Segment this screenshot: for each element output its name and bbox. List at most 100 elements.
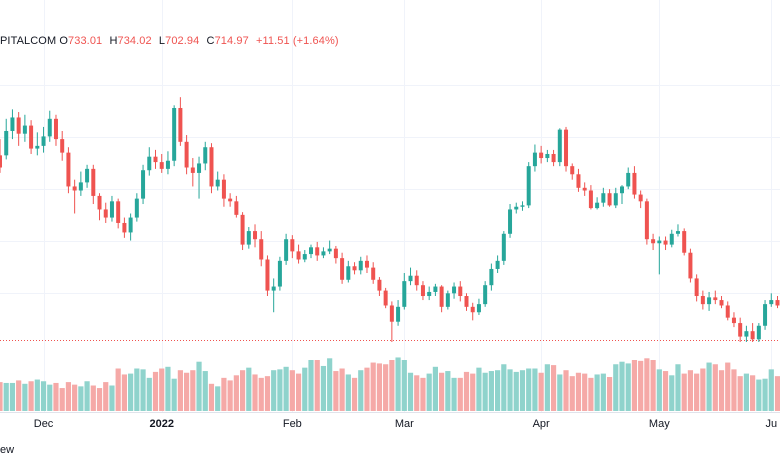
candle: [576, 168, 581, 192]
candle-body: [147, 156, 152, 171]
candle-body: [209, 147, 214, 187]
volume-bar: [737, 376, 743, 411]
volume-bar: [165, 366, 171, 411]
volume-bar: [582, 373, 588, 411]
volume-bar: [594, 374, 600, 411]
candle-body: [756, 325, 761, 340]
candle-body: [470, 306, 475, 313]
volume-bar: [613, 364, 619, 411]
candle: [47, 110, 52, 142]
candle: [433, 283, 438, 297]
footer-text[interactable]: ew: [0, 444, 15, 456]
volume-bar: [631, 360, 638, 411]
candle-body: [632, 172, 637, 195]
volume-bar: [756, 379, 762, 411]
candle-body: [190, 167, 195, 173]
volume-bar: [694, 373, 700, 411]
candle-body: [203, 147, 208, 164]
candle: [526, 162, 531, 209]
candle: [234, 195, 239, 218]
candle-body: [763, 304, 768, 326]
candle-body: [346, 266, 351, 280]
candle: [470, 302, 475, 321]
candle-body: [302, 254, 307, 260]
candle-body: [476, 304, 481, 313]
candle-body: [669, 233, 674, 245]
volume-bar: [451, 377, 457, 411]
candle: [215, 171, 220, 191]
volume-bar: [644, 358, 650, 411]
volume-bar: [550, 365, 557, 411]
candle: [588, 185, 593, 210]
candle-body: [184, 141, 189, 168]
x-tick-label: 2022: [149, 418, 173, 430]
candle: [551, 149, 556, 167]
candle: [284, 233, 289, 265]
volume-bar: [159, 368, 165, 411]
volume-bar: [414, 375, 420, 411]
candle-body: [259, 239, 264, 260]
candle-body: [657, 240, 662, 244]
candle: [35, 132, 40, 156]
candle-body: [514, 206, 519, 210]
candle: [663, 236, 668, 251]
candle-body: [309, 247, 313, 255]
candle-body: [116, 201, 121, 223]
candle: [97, 193, 102, 221]
volume-bar: [768, 369, 774, 411]
x-tick-label: Mar: [395, 418, 414, 430]
candle: [277, 256, 282, 291]
candle: [744, 325, 749, 342]
candle: [682, 228, 687, 256]
candle: [309, 244, 313, 259]
candle: [725, 301, 730, 321]
ohlc-legend: PITALCOM O733.01 H734.02 L702.94 C714.97…: [0, 35, 339, 47]
candle-body: [402, 281, 407, 307]
candle-body: [234, 201, 239, 215]
candle: [514, 202, 519, 214]
candle-body: [613, 193, 618, 206]
candle: [184, 135, 189, 175]
candle: [134, 193, 139, 222]
volume-bar: [171, 378, 177, 411]
candle-body: [141, 170, 146, 199]
volume-bar: [16, 380, 22, 411]
candle-body: [172, 107, 177, 161]
candle: [564, 126, 569, 172]
volume-bar: [656, 369, 662, 411]
volume-bar: [333, 371, 339, 411]
candle: [738, 317, 743, 342]
volume-bar: [103, 382, 109, 411]
candle-body: [221, 179, 226, 199]
candle-body: [725, 305, 730, 318]
candle-body: [128, 217, 133, 233]
candle-body: [340, 258, 345, 280]
candle-body: [153, 156, 158, 163]
volume-bar: [370, 362, 376, 411]
candle: [203, 141, 208, 171]
candle: [756, 323, 761, 342]
candle: [122, 217, 127, 238]
candle: [508, 204, 513, 238]
candle-body: [396, 306, 401, 322]
candle-body: [483, 285, 488, 305]
candle: [221, 174, 226, 207]
candle: [41, 126, 46, 153]
candle-body: [570, 166, 575, 175]
candle-body: [557, 129, 562, 163]
candle: [750, 323, 755, 342]
volume-bar: [227, 380, 233, 411]
candle-body: [134, 198, 139, 218]
volume-bar: [681, 373, 687, 411]
candle: [352, 262, 357, 275]
volume-bar: [507, 369, 513, 411]
volume-bar: [121, 374, 127, 411]
volume-bar: [258, 377, 264, 411]
candle: [315, 241, 320, 261]
legend-high-value: 734.02: [117, 35, 152, 47]
candle-body: [371, 267, 376, 280]
candle-body: [532, 152, 537, 167]
x-tick-label: Apr: [533, 418, 550, 430]
candle: [165, 151, 170, 175]
